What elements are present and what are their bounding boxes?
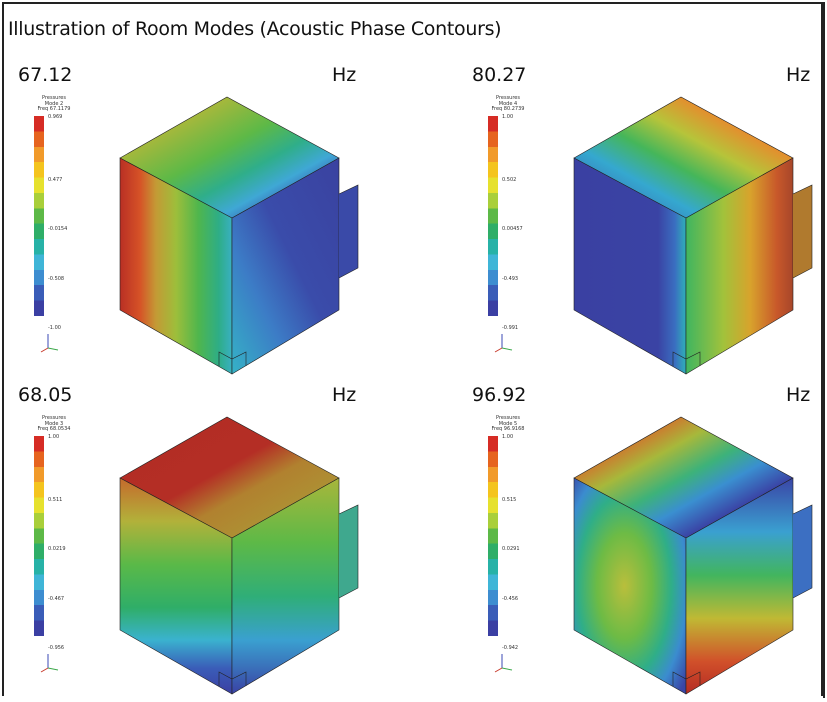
mode-panel-2: 80.27 Hz Pressures Mode 4 Freq 80.2739 1.0… [460,62,827,376]
legend-caption: Pressures Mode 2 Freq 67.1179 [37,95,71,112]
axes-triad-icon [40,334,59,353]
mode-panel-4: 96.92 Hz Pressures Mode 5 Freq 96.9168 1.0… [460,382,827,696]
legend-tick: 0.969 [48,114,63,120]
legend-tick: -0.493 [502,276,519,282]
legend-tick: -0.956 [48,645,65,651]
axes-triad-icon [40,654,59,673]
legend-tick: 0.511 [48,497,63,503]
legend-tick: -0.508 [48,276,65,282]
frequency-unit: Hz [786,64,811,86]
frequency-unit: Hz [786,384,811,406]
room-mode-render [119,96,359,375]
frequency-unit: Hz [332,384,357,406]
legend-tick: -0.467 [48,596,65,602]
axes-triad-icon [494,654,513,673]
color-legend-bar [34,116,44,316]
legend-caption: Pressures Mode 3 Freq 68.0534 [37,415,71,432]
frequency-value: 68.05 [18,384,73,406]
legend-tick: -0.456 [502,596,519,602]
legend-tick: 0.0219 [48,546,66,552]
frequency-unit: Hz [332,64,357,86]
legend-tick: 1.00 [48,434,60,440]
room-mode-render [573,416,813,695]
frequency-value: 67.12 [18,64,73,86]
legend-tick: 1.00 [502,114,514,120]
color-legend-bar [34,436,44,636]
frequency-value: 96.92 [472,384,527,406]
axes-triad-icon [494,334,513,353]
legend-tick: -0.991 [502,325,519,331]
color-legend-bar [488,116,498,316]
legend-tick: -0.942 [502,645,519,651]
legend-tick: -1.00 [48,325,61,331]
figure-title: Illustration of Room Modes (Acoustic Pha… [8,18,502,40]
room-mode-render [573,96,813,375]
legend-tick: 0.00457 [502,226,523,232]
mode-panel-1: 67.12 Hz Pressures Mode 2 Freq 67.1179 0.9… [6,62,412,376]
room-mode-render [119,416,359,695]
legend-tick: 0.477 [48,177,63,183]
frequency-value: 80.27 [472,64,527,86]
mode-panel-3: 68.05 Hz Pressures Mode 3 Freq 68.0534 1.0… [6,382,412,696]
legend-tick: 0.0291 [502,546,520,552]
legend-caption: Pressures Mode 4 Freq 80.2739 [491,95,525,112]
legend-tick: -0.0154 [48,226,68,232]
legend-tick: 1.00 [502,434,514,440]
color-legend-bar [488,436,498,636]
legend-tick: 0.502 [502,177,517,183]
figure-frame-right [823,2,825,698]
legend-tick: 0.515 [502,497,517,503]
legend-caption: Pressures Mode 5 Freq 96.9168 [491,415,525,432]
